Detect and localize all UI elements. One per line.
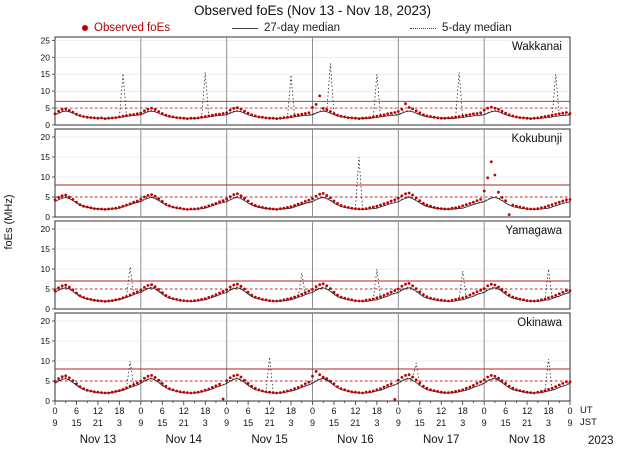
svg-text:18: 18 xyxy=(372,406,382,416)
legend-27day-label: 27-day median xyxy=(264,22,341,34)
svg-text:0: 0 xyxy=(310,406,315,416)
svg-text:9: 9 xyxy=(310,418,315,428)
svg-text:20: 20 xyxy=(41,52,51,62)
day-label: Nov 16 xyxy=(337,434,374,446)
svg-text:0: 0 xyxy=(138,406,143,416)
svg-text:9: 9 xyxy=(138,418,143,428)
legend-item-27day-median: 27-day median xyxy=(232,22,340,34)
svg-text:5: 5 xyxy=(45,284,50,294)
svg-text:21: 21 xyxy=(265,418,275,428)
svg-text:5: 5 xyxy=(45,376,50,386)
svg-text:9: 9 xyxy=(224,418,229,428)
svg-text:0: 0 xyxy=(396,406,401,416)
svg-text:21: 21 xyxy=(436,418,446,428)
svg-text:15: 15 xyxy=(41,336,51,346)
svg-text:18: 18 xyxy=(286,406,296,416)
svg-text:12: 12 xyxy=(522,406,532,416)
ut-unit-label: UT xyxy=(580,405,593,416)
year-label: 2023 xyxy=(588,435,614,447)
svg-text:15: 15 xyxy=(501,418,511,428)
station-label-yamagawa: Yamagawa xyxy=(505,225,562,237)
svg-text:20: 20 xyxy=(41,316,51,326)
svg-text:3: 3 xyxy=(289,418,294,428)
svg-text:6: 6 xyxy=(246,406,251,416)
svg-text:15: 15 xyxy=(41,152,51,162)
station-label-kokubunji: Kokubunji xyxy=(511,133,562,145)
svg-text:0: 0 xyxy=(45,120,50,130)
svg-text:6: 6 xyxy=(417,406,422,416)
svg-text:10: 10 xyxy=(41,172,51,182)
station-label-okinawa: Okinawa xyxy=(517,317,562,329)
station-label-wakkanai: Wakkanai xyxy=(511,41,562,53)
svg-text:5: 5 xyxy=(45,192,50,202)
svg-text:15: 15 xyxy=(71,418,81,428)
svg-text:12: 12 xyxy=(93,406,103,416)
svg-text:9: 9 xyxy=(482,418,487,428)
svg-text:10: 10 xyxy=(41,86,51,96)
svg-text:9: 9 xyxy=(567,418,572,428)
svg-text:10: 10 xyxy=(41,264,51,274)
svg-text:18: 18 xyxy=(458,406,468,416)
svg-text:18: 18 xyxy=(114,406,124,416)
svg-text:15: 15 xyxy=(41,69,51,79)
legend-5day-label: 5-day median xyxy=(442,22,512,34)
svg-text:6: 6 xyxy=(503,406,508,416)
svg-text:3: 3 xyxy=(203,418,208,428)
day-labels-row: Nov 13 Nov 14 Nov 15 Nov 16 Nov 17 Nov 1… xyxy=(55,434,570,446)
svg-text:20: 20 xyxy=(41,224,51,234)
svg-text:3: 3 xyxy=(460,418,465,428)
observed-dot-icon xyxy=(82,25,88,31)
svg-text:18: 18 xyxy=(200,406,210,416)
svg-text:0: 0 xyxy=(45,212,50,222)
svg-text:12: 12 xyxy=(350,406,360,416)
svg-text:3: 3 xyxy=(117,418,122,428)
page-title: Observed foEs (Nov 13 - Nov 18, 2023) xyxy=(193,3,432,18)
svg-text:6: 6 xyxy=(160,406,165,416)
svg-text:21: 21 xyxy=(350,418,360,428)
day-label: Nov 15 xyxy=(251,434,288,446)
svg-text:15: 15 xyxy=(157,418,167,428)
svg-text:12: 12 xyxy=(179,406,189,416)
svg-text:3: 3 xyxy=(546,418,551,428)
day-label: Nov 14 xyxy=(165,434,202,446)
svg-text:25: 25 xyxy=(41,35,51,45)
dotted-line-icon xyxy=(410,27,436,29)
svg-text:15: 15 xyxy=(329,418,339,428)
solid-line-icon xyxy=(232,27,258,29)
svg-text:12: 12 xyxy=(265,406,275,416)
svg-text:15: 15 xyxy=(243,418,253,428)
svg-text:0: 0 xyxy=(482,406,487,416)
legend-observed-label: Observed foEs xyxy=(94,22,171,34)
svg-text:10: 10 xyxy=(41,356,51,366)
legend-item-observed: Observed foEs xyxy=(82,22,170,34)
svg-text:0: 0 xyxy=(224,406,229,416)
legend-item-5day-median: 5-day median xyxy=(410,22,512,34)
svg-text:21: 21 xyxy=(522,418,532,428)
svg-text:12: 12 xyxy=(436,406,446,416)
svg-text:21: 21 xyxy=(179,418,189,428)
jst-unit-label: JST xyxy=(580,417,597,428)
svg-text:15: 15 xyxy=(41,244,51,254)
day-label: Nov 13 xyxy=(79,434,117,446)
svg-text:18: 18 xyxy=(544,406,554,416)
svg-text:15: 15 xyxy=(415,418,425,428)
svg-text:6: 6 xyxy=(74,406,79,416)
day-label: Nov 18 xyxy=(508,434,546,446)
svg-text:3: 3 xyxy=(374,418,379,428)
svg-text:9: 9 xyxy=(396,418,401,428)
svg-text:20: 20 xyxy=(41,132,51,142)
svg-text:9: 9 xyxy=(52,418,57,428)
svg-text:6: 6 xyxy=(331,406,336,416)
svg-text:0: 0 xyxy=(45,396,50,406)
svg-text:0: 0 xyxy=(567,406,572,416)
svg-text:0: 0 xyxy=(52,406,57,416)
day-label: Nov 17 xyxy=(423,434,460,446)
svg-text:5: 5 xyxy=(45,103,50,113)
svg-text:0: 0 xyxy=(45,304,50,314)
svg-text:21: 21 xyxy=(93,418,103,428)
